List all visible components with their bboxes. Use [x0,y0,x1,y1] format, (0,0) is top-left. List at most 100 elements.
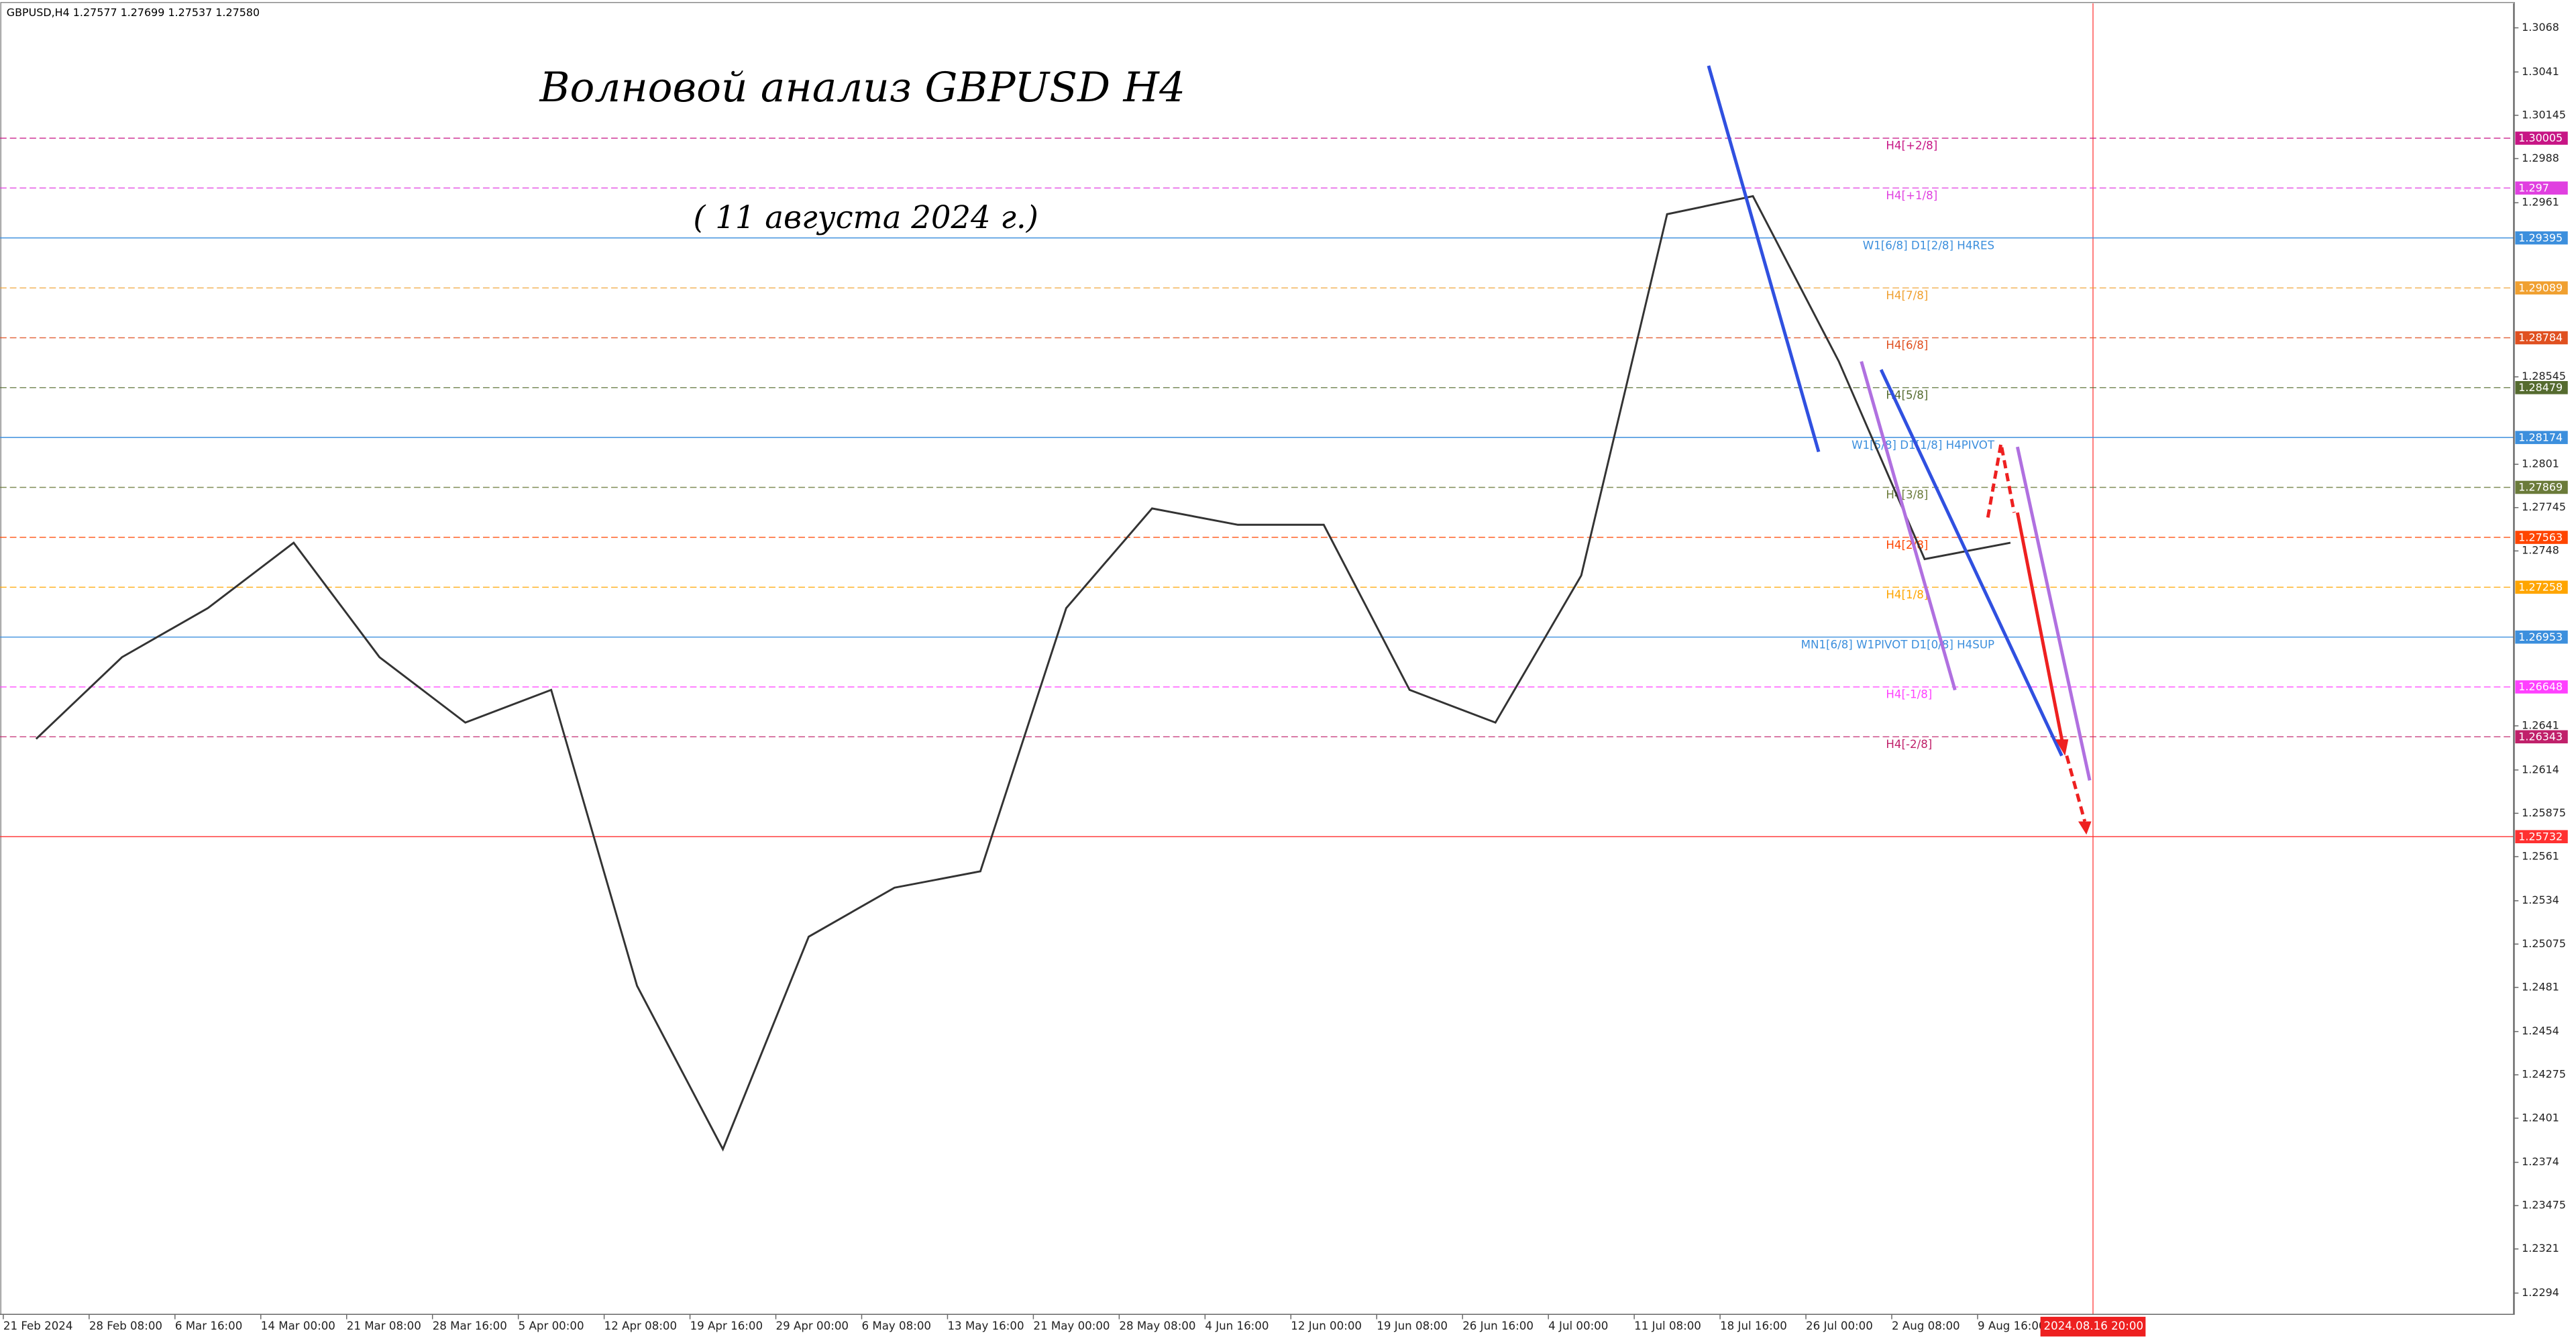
x-tick-label: 26 Jun 16:00 [1462,1320,1534,1332]
x-tick-label: 19 Apr 16:00 [690,1320,763,1332]
x-tick-label: 19 Jun 08:00 [1377,1320,1448,1332]
level-price-box [2515,381,2568,394]
level-label: MN1[6/8] W1PIVOT D1[0/8] H4SUP [1801,638,1994,651]
level-price-label: 1.26343 [2518,731,2563,743]
level-label: H4[6/8] [1886,339,1928,352]
level-price-label: 1.30005 [2518,131,2563,144]
price-line [35,195,2011,1152]
level-price-label: 1.28479 [2518,381,2563,394]
time-axis: 21 Feb 2024 28 Feb 08:00 6 Mar 16:00 14 Mar… [0,1314,2514,1337]
x-tick-label: 28 Mar 16:00 [433,1320,507,1332]
level-price-box [2515,580,2568,594]
x-tick-label: 12 Jun 00:00 [1291,1320,1362,1332]
level-price-label: 1.29395 [2518,231,2563,244]
x-tick-label: 26 Jul 00:00 [1806,1320,1873,1332]
level-price-label: 1.26648 [2518,680,2563,693]
level-label: W1[6/8] D1[2/8] H4RES [1863,239,1994,252]
y-tick-label: 1.2401 [2522,1111,2559,1124]
y-tick-label: 1.23475 [2522,1199,2566,1212]
y-tick-label: 1.2321 [2522,1242,2559,1254]
level-price-box [2515,531,2568,544]
price-series [35,195,2011,1152]
x-tick-label: 14 Mar 00:00 [261,1320,335,1332]
level-price-label: 1.25732 [2518,830,2563,843]
y-tick-label: 1.2961 [2522,196,2559,209]
level-price-label: 1.26953 [2518,631,2563,643]
y-tick-label: 1.2614 [2522,763,2559,775]
level-price-label: 1.27869 [2518,481,2563,494]
y-tick-label: 1.2641 [2522,718,2559,731]
x-tick-label: 18 Jul 16:00 [1720,1320,1787,1332]
y-tick-label: 1.2801 [2522,458,2559,470]
x-tick-label: 4 Jun 16:00 [1205,1320,1269,1332]
annotations [1707,65,2092,835]
level-price-box [2515,331,2568,345]
x-tick-label: 2 Aug 08:00 [1892,1320,1960,1332]
level-price-box [2515,480,2568,494]
x-tick-label: 6 Mar 16:00 [175,1320,243,1332]
x-tick-label: 4 Jul 00:00 [1548,1320,1608,1332]
forecast-arrow [1986,443,2016,518]
forecast-arrow [2065,755,2087,822]
y-tick-label: 1.2481 [2522,980,2559,993]
level-price-label: 1.28784 [2518,331,2563,344]
y-tick-label: 1.2988 [2522,152,2559,164]
x-tick-label: 13 May 16:00 [947,1320,1024,1332]
level-label: H4[3/8] [1886,488,1928,501]
y-tick-label: 1.25075 [2522,937,2566,950]
level-price-box [2515,830,2568,843]
level-price-label: 1.28174 [2518,431,2563,443]
level-label: H4[5/8] [1886,389,1928,402]
x-tick-label: 29 Apr 00:00 [776,1320,849,1332]
x-tick-label: 21 May 00:00 [1033,1320,1110,1332]
x-tick-label: 28 May 08:00 [1119,1320,1195,1332]
channel-line [1860,361,1957,691]
trend-line [1707,65,1821,453]
x-tick-label: 11 Jul 08:00 [1634,1320,1701,1332]
levels: H4[+2/8] 1.30005 H4[+1/8] 1.297 W1[6/8] D1[2… [0,131,2568,843]
x-tick-label: 9 Aug 16:00 [1978,1320,2046,1332]
level-label: H4[-2/8] [1886,738,1932,751]
level-price-box [2515,181,2568,195]
level-price-box [2515,630,2568,644]
x-tick-label: 5 Apr 00:00 [519,1320,584,1332]
level-price-box [2515,131,2568,145]
level-price-box [2515,730,2568,744]
y-tick-label: 1.25875 [2522,806,2566,819]
y-tick-label: 1.3068 [2522,21,2559,34]
y-tick-label: 1.27745 [2522,500,2566,513]
y-tick-label: 1.2294 [2522,1286,2559,1299]
arrow-head [2078,821,2092,835]
level-price-box [2515,431,2568,444]
x-tick-label: 6 May 08:00 [861,1320,931,1332]
y-tick-label: 1.2534 [2522,894,2559,906]
y-tick-label: 1.28545 [2522,370,2566,382]
channel-line [2015,446,2092,781]
time-marker-label: 2024.08.16 20:00 [2044,1320,2144,1332]
level-price-label: 1.27563 [2518,531,2563,543]
level-price-label: 1.27258 [2518,581,2563,594]
level-label: H4[1/8] [1886,588,1928,601]
arrow-head [2055,739,2069,756]
level-label: H4[2/8] [1886,539,1928,551]
y-tick-label: 1.30145 [2522,108,2566,121]
chart-header: GBPUSD,H4 1.27577 1.27699 1.27537 1.2758… [7,6,260,19]
x-tick-label: 28 Feb 08:00 [89,1320,162,1332]
time-marker-box [2040,1316,2146,1337]
chart-subtitle: ( 11 августа 2024 г.) [693,199,1038,235]
x-tick-label: 21 Feb 2024 [3,1320,73,1332]
level-price-box [2515,281,2568,294]
level-price-label: 1.29089 [2518,281,2563,294]
x-tick-label: 21 Mar 08:00 [347,1320,421,1332]
forecast-arrow [2015,512,2065,748]
level-price-box [2515,680,2568,694]
trend-line [1879,369,2063,757]
x-tick-label: 12 Apr 08:00 [604,1320,678,1332]
level-label: H4[+1/8] [1886,189,1937,202]
y-tick-label: 1.2454 [2522,1024,2559,1037]
y-tick-label: 1.24275 [2522,1068,2566,1081]
chart-title: Волновой анализ GBPUSD H4 [539,64,1185,111]
